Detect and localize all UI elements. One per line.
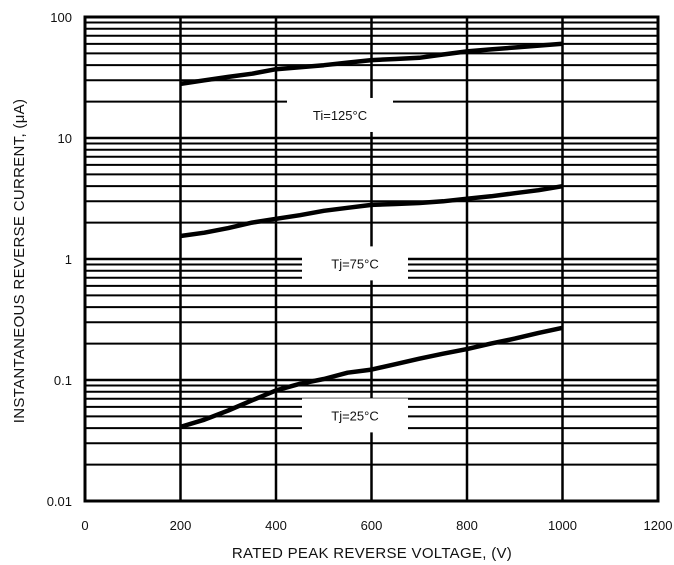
- y-tick-label: 100: [50, 10, 72, 25]
- y-tick-label: 10: [58, 131, 72, 146]
- x-tick-label: 0: [81, 518, 88, 533]
- x-tick-label: 800: [456, 518, 478, 533]
- x-tick-label: 400: [265, 518, 287, 533]
- curve-label-box: [287, 97, 393, 132]
- y-axis-title: INSTANTANEOUS REVERSE CURRENT, (μA): [11, 99, 28, 423]
- curve-layer: [179, 41, 563, 430]
- series-line-2: [179, 325, 563, 430]
- curve-label: Ti=125°C: [313, 108, 367, 123]
- x-tick-label: 600: [361, 518, 383, 533]
- y-tick-label: 0.1: [54, 373, 72, 388]
- curve-label-box: [302, 398, 408, 433]
- x-axis-title: RATED PEAK REVERSE VOLTAGE, (V): [232, 545, 512, 562]
- x-tick-label: 200: [170, 518, 192, 533]
- curve-label: Tj=25°C: [331, 408, 378, 423]
- curve-label-box: [302, 246, 408, 281]
- plot-frame: [83, 15, 660, 503]
- series-line-1: [180, 183, 563, 239]
- x-tick-label: 1200: [644, 518, 673, 533]
- x-tick-label: 1000: [548, 518, 577, 533]
- tick-label-layer: 0 200 400 600 800 1000 1200 0.01 0.1 1 10 100: [47, 10, 673, 533]
- y-tick-label: 0.01: [47, 494, 72, 509]
- y-tick-label: 1: [65, 252, 72, 267]
- curve-label-layer: Ti=125°C Tj=75°C Tj=25°C: [287, 97, 408, 433]
- curve-label: Tj=75°C: [331, 256, 378, 271]
- series-line-0: [180, 41, 563, 87]
